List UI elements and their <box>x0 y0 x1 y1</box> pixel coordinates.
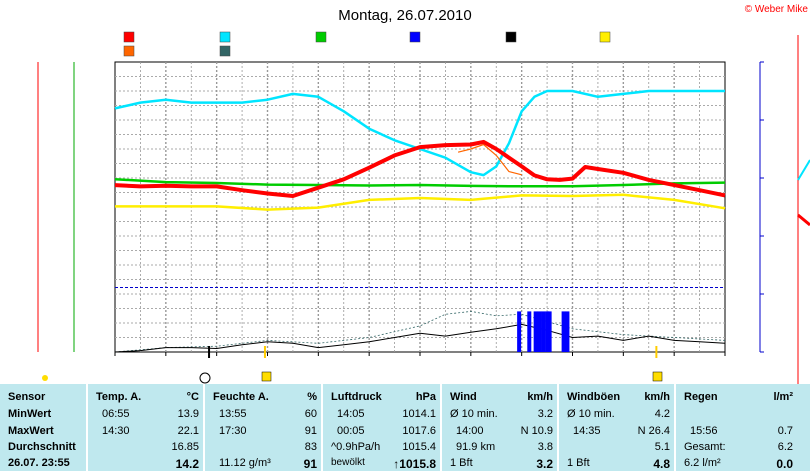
series-line-wind <box>114 323 726 353</box>
weather-chart: Montag, 26.07.2010 © Weber Mike <box>37 4 810 384</box>
regen-max-time: 15:56 <box>690 425 718 437</box>
temp-max-value: 22.1 <box>177 425 199 437</box>
luftdruck-current-value: ↑1015.8 <box>393 457 436 471</box>
legend-swatch <box>409 31 421 43</box>
summary-panel: Sensor MinWert MaxWert Durchschnitt 26.0… <box>0 384 810 471</box>
wind-distance: 91.9 km <box>456 441 496 453</box>
sunset-icon <box>652 371 663 382</box>
rain-bar <box>545 311 550 352</box>
boeen-bft: 1 Bft <box>567 457 590 469</box>
summary-sensor-col: Sensor MinWert MaxWert Durchschnitt 26.0… <box>0 384 86 471</box>
rain-bar <box>565 311 570 352</box>
series-line-temp-a <box>114 139 726 198</box>
legend-swatch <box>219 45 231 57</box>
summary-luftdruck-col: Luftdruck hPa 14:05 1014.1 00:05 1017.6 ^0.… <box>321 384 442 471</box>
rain-bar <box>527 311 532 352</box>
temp-current-value: 14.2 <box>175 457 199 471</box>
copyright-text: © Weber Mike <box>745 4 809 15</box>
regen-day-total: 6.2 l/m² <box>684 457 721 469</box>
rain-bar <box>547 311 552 352</box>
durchschnitt-label: Durchschnitt <box>8 441 76 453</box>
wind-current-value: 3.2 <box>536 457 553 471</box>
luftdruck-max-value: 1017.6 <box>402 425 436 437</box>
wind-avg10-value: 3.2 <box>537 408 553 420</box>
luftdruck-min-value: 1014.1 <box>402 408 436 420</box>
sun-icon <box>42 375 48 381</box>
boeen-avg10-value: 4.2 <box>654 408 670 420</box>
legend-swatch <box>123 45 135 57</box>
luftdruck-unit: hPa <box>415 391 436 403</box>
moon-icon <box>199 372 211 384</box>
summary-feuchte-col: Feuchte A.% 13:55 60 17:30 91 83 11.12 g/m… <box>203 384 323 471</box>
temp-header: Temp. A. <box>96 391 142 403</box>
boeen-max-time: 14:35 <box>573 425 601 437</box>
summary-windboeen-col: Windböen km/h Ø 10 min. 4.2 14:35 N 26.4 5.… <box>557 384 676 471</box>
rain-bar <box>537 311 542 352</box>
series-line-windchill <box>457 143 522 176</box>
regen-total-value: 6.2 <box>777 441 793 453</box>
feuchte-max-value: 91 <box>304 425 317 437</box>
feuchte-header: Feuchte A. <box>213 391 269 403</box>
current-datetime: 26.07. 23:55 <box>8 457 70 469</box>
luftdruck-min-time: 14:05 <box>337 408 365 420</box>
feuchte-min-time: 13:55 <box>219 408 247 420</box>
boeen-max-value: N 26.4 <box>637 425 670 437</box>
feuchte-max-time: 17:30 <box>219 425 247 437</box>
summary-wind-col: Wind km/h Ø 10 min. 3.2 14:00 N 10.9 91.9 k… <box>440 384 559 471</box>
luftdruck-trend: ^0.9hPa/h <box>331 441 381 453</box>
maxwert-label: MaxWert <box>8 425 54 437</box>
legend-swatch <box>315 31 327 43</box>
feuchte-absolute: 11.12 g/m³ <box>219 457 271 469</box>
legend-swatch <box>123 31 135 43</box>
series-line-taupunkt <box>115 193 726 211</box>
luftdruck-max-time: 00:05 <box>337 425 365 437</box>
legend-swatch <box>505 31 517 43</box>
summary-regen-col: Regen l/m² 15:56 0.7 Gesamt: 6.2 6.2 l/m² 0.… <box>674 384 799 471</box>
boeen-avg-value: 5.1 <box>654 441 670 453</box>
temp-unit: °C <box>186 391 199 403</box>
feuchte-current-value: 91 <box>303 457 317 471</box>
legend-swatch <box>599 31 611 43</box>
regen-max-value: 0.7 <box>777 425 793 437</box>
summary-temp-col: Temp. A. °C 06:55 13.9 14:30 22.1 16.85 14.… <box>86 384 205 471</box>
sensor-header: Sensor <box>8 391 46 403</box>
wind-max-time: 14:00 <box>456 425 484 437</box>
regen-header: Regen <box>684 391 718 403</box>
boeen-unit: km/h <box>644 391 670 403</box>
sunrise-icon <box>261 371 272 382</box>
feuchte-avg-value: 83 <box>304 441 317 453</box>
adjacent-chart-line <box>797 213 810 227</box>
boeen-avg-label: Ø 10 min. <box>567 408 615 420</box>
temp-min-value: 13.9 <box>177 408 199 420</box>
rain-bar <box>533 311 538 352</box>
boeen-current-value: 4.8 <box>653 457 670 471</box>
feuchte-min-value: 60 <box>304 408 317 420</box>
luftdruck-forecast: bewölkt <box>331 457 365 468</box>
minwert-label: MinWert <box>8 408 52 420</box>
wind-unit: km/h <box>527 391 553 403</box>
luftdruck-header: Luftdruck <box>331 391 382 403</box>
regen-total-label: Gesamt: <box>684 441 726 453</box>
regen-current-value: 0.0 <box>776 457 793 471</box>
wind-avg-label: Ø 10 min. <box>450 408 498 420</box>
luftdruck-avg-value: 1015.4 <box>402 441 436 453</box>
adjacent-chart-line-2 <box>797 159 810 181</box>
boeen-header: Windböen <box>567 391 621 403</box>
series-line-luftdruck <box>114 177 726 188</box>
chart-title: Montag, 26.07.2010 <box>338 7 471 24</box>
wind-bft: 1 Bft <box>450 457 473 469</box>
rain-bar <box>517 311 522 352</box>
wind-avg-value: 3.8 <box>537 441 553 453</box>
series-line-feuchte-a <box>114 89 725 177</box>
wind-header: Wind <box>450 391 477 403</box>
temp-min-time: 06:55 <box>102 408 130 420</box>
rain-bar <box>541 311 546 352</box>
legend-swatch <box>219 31 231 43</box>
temp-max-time: 14:30 <box>102 425 130 437</box>
temp-avg-value: 16.85 <box>171 441 199 453</box>
wind-max-value: N 10.9 <box>520 425 553 437</box>
regen-unit: l/m² <box>773 391 793 403</box>
feuchte-unit: % <box>307 391 317 403</box>
rain-bar <box>561 311 566 352</box>
